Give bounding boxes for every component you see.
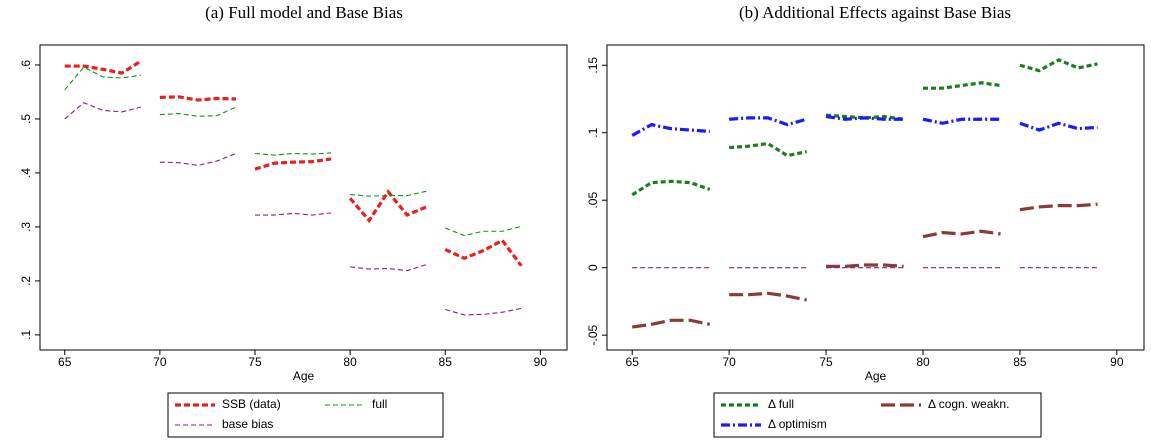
y-tick-label: .05 [586, 192, 600, 209]
y-tick-label: .1 [19, 330, 33, 340]
legend-label: full [372, 397, 387, 411]
x-tick-label: 90 [1110, 355, 1124, 369]
y-tick-label: -.05 [586, 324, 600, 345]
y-tick-label: .3 [19, 222, 33, 232]
x-axis-label: Age [865, 369, 887, 383]
y-tick-label: .4 [19, 168, 33, 178]
x-tick-label: 85 [1013, 355, 1027, 369]
y-tick-label: .5 [19, 114, 33, 124]
x-tick-label: 90 [534, 355, 548, 369]
legend-label: Δ optimism [768, 417, 827, 431]
y-tick-label: .15 [586, 57, 600, 74]
y-tick-label: .2 [19, 276, 33, 286]
x-tick-label: 80 [343, 355, 357, 369]
x-tick-label: 75 [248, 355, 262, 369]
legend-label: Δ cogn. weakn. [928, 397, 1009, 411]
series-line [631, 58, 1098, 197]
x-tick-label: 70 [722, 355, 736, 369]
chart-title: (a) Full model and Base Bias [205, 3, 403, 22]
series-line [64, 59, 523, 267]
series-line [64, 102, 522, 316]
legend-label: SSB (data) [222, 397, 281, 411]
plot-frame [606, 44, 1145, 351]
plot-frame [39, 44, 568, 351]
x-tick-label: 65 [58, 355, 72, 369]
series-line [64, 66, 522, 237]
y-tick-label: .1 [586, 127, 600, 137]
x-tick-label: 80 [916, 355, 930, 369]
series-line [631, 202, 1098, 329]
y-tick-label: 0 [586, 264, 600, 271]
x-tick-label: 65 [626, 355, 640, 369]
x-tick-label: 70 [153, 355, 167, 369]
x-tick-label: 85 [439, 355, 453, 369]
series-line [631, 114, 1098, 137]
x-axis-label: Age [293, 369, 315, 383]
legend-label: base bias [222, 417, 273, 431]
legend-box [167, 392, 444, 438]
legend-label: Δ full [768, 397, 794, 411]
chart-title: (b) Additional Effects against Base Bias [739, 3, 1011, 22]
y-tick-label: .6 [19, 60, 33, 70]
legend-box [713, 392, 1042, 438]
x-tick-label: 75 [819, 355, 833, 369]
